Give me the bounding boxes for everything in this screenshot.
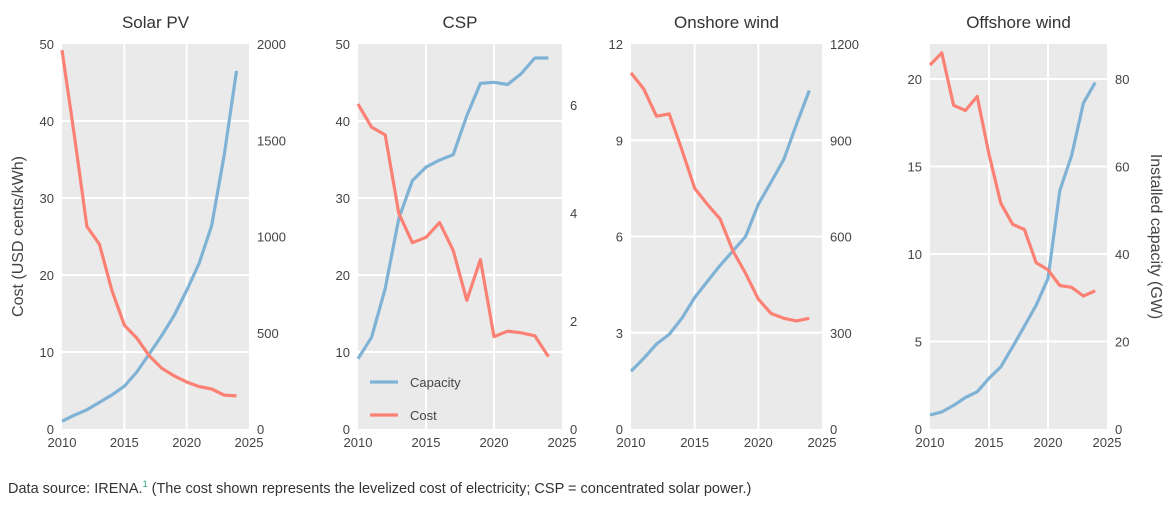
x-tick-label: 2020 [172,435,201,450]
legend-label-capacity: Capacity [410,375,461,390]
y-right-tick-label: 20 [1115,335,1129,350]
y-left-tick-label: 12 [609,37,623,52]
y-left-tick-label: 50 [336,37,350,52]
plot-background [62,44,249,429]
y-left-tick-label: 50 [40,37,54,52]
series-line-cost [356,103,550,358]
y-right-tick-label: 80 [1115,72,1129,87]
x-tick-label: 2015 [975,435,1004,450]
y-left-tick-label: 3 [616,326,623,341]
y-left-tick-label: 5 [915,335,922,350]
y-left-tick-label: 9 [616,133,623,148]
y-right-tick-label: 0 [570,422,577,437]
plot-background [930,44,1107,429]
y-right-tick-label: 40 [1115,247,1129,262]
x-tick-label: 2020 [480,435,509,450]
y-left-tick-label: 20 [908,72,922,87]
data-source-caption: Data source: IRENA.1 (The cost shown rep… [8,479,752,497]
x-tick-label: 2010 [48,435,77,450]
y-left-tick-label: 0 [616,422,623,437]
y-right-tick-label: 1500 [257,133,286,148]
x-tick-label: 2020 [744,435,773,450]
y-left-tick-label: 30 [40,191,54,206]
y-right-tick-label: 60 [1115,160,1129,175]
y-right-tick-label: 500 [257,326,279,341]
y-left-tick-label: 30 [336,191,350,206]
x-tick-label: 2015 [110,435,139,450]
x-tick-label: 2025 [235,435,264,450]
y-right-tick-label: 0 [257,422,264,437]
y-right-tick-label: 600 [830,230,852,245]
y-right-axis-label: Installed capacity (GW) [1147,154,1164,319]
legend-label-cost: Cost [410,408,437,423]
y-right-tick-label: 300 [830,326,852,341]
y-left-tick-label: 40 [336,114,350,129]
x-tick-label: 2020 [1034,435,1063,450]
x-tick-label: 2010 [617,435,646,450]
y-left-tick-label: 20 [40,268,54,283]
x-tick-label: 2025 [808,435,837,450]
series-line-cost [629,71,810,323]
y-left-axis-label: Cost (USD cents/kWh) [10,156,27,317]
y-left-tick-label: 0 [915,422,922,437]
y-right-tick-label: 6 [570,98,577,113]
y-left-tick-label: 10 [908,247,922,262]
y-right-tick-label: 2 [570,314,577,329]
panel-title: Offshore wind [966,13,1071,32]
series-line-capacity [629,89,811,373]
caption-prefix: Data source: IRENA. [8,481,143,497]
x-tick-label: 2015 [412,435,441,450]
caption-suffix: (The cost shown represents the levelized… [147,481,752,497]
y-right-tick-label: 4 [570,206,577,221]
legend: Capacity Cost [370,375,461,423]
y-left-tick-label: 40 [40,114,54,129]
panel-title: Solar PV [122,13,190,32]
y-right-tick-label: 1200 [830,37,859,52]
y-left-tick-label: 6 [616,230,623,245]
y-right-tick-label: 900 [830,133,852,148]
series-line-capacity [929,81,1097,417]
x-tick-label: 2010 [916,435,945,450]
series-line-cost [928,51,1096,298]
y-right-tick-label: 0 [1115,422,1122,437]
y-left-tick-label: 10 [40,345,54,360]
y-right-tick-label: 0 [830,422,837,437]
y-left-tick-label: 20 [336,268,350,283]
x-tick-label: 2025 [1093,435,1122,450]
y-left-tick-label: 0 [47,422,54,437]
plot-background [358,44,562,429]
series-line-capacity [356,56,549,360]
y-right-tick-label: 2000 [257,37,286,52]
panel-title: CSP [443,13,478,32]
x-tick-label: 2015 [680,435,709,450]
y-left-tick-label: 15 [908,160,922,175]
y-left-tick-label: 0 [343,422,350,437]
y-left-tick-label: 10 [336,345,350,360]
y-right-tick-label: 1000 [257,230,286,245]
series-line-cost [60,49,237,398]
x-tick-label: 2025 [548,435,577,450]
panel-title: Onshore wind [674,13,779,32]
x-tick-label: 2010 [344,435,373,450]
footnote-marker-link[interactable]: 1 [142,479,148,490]
